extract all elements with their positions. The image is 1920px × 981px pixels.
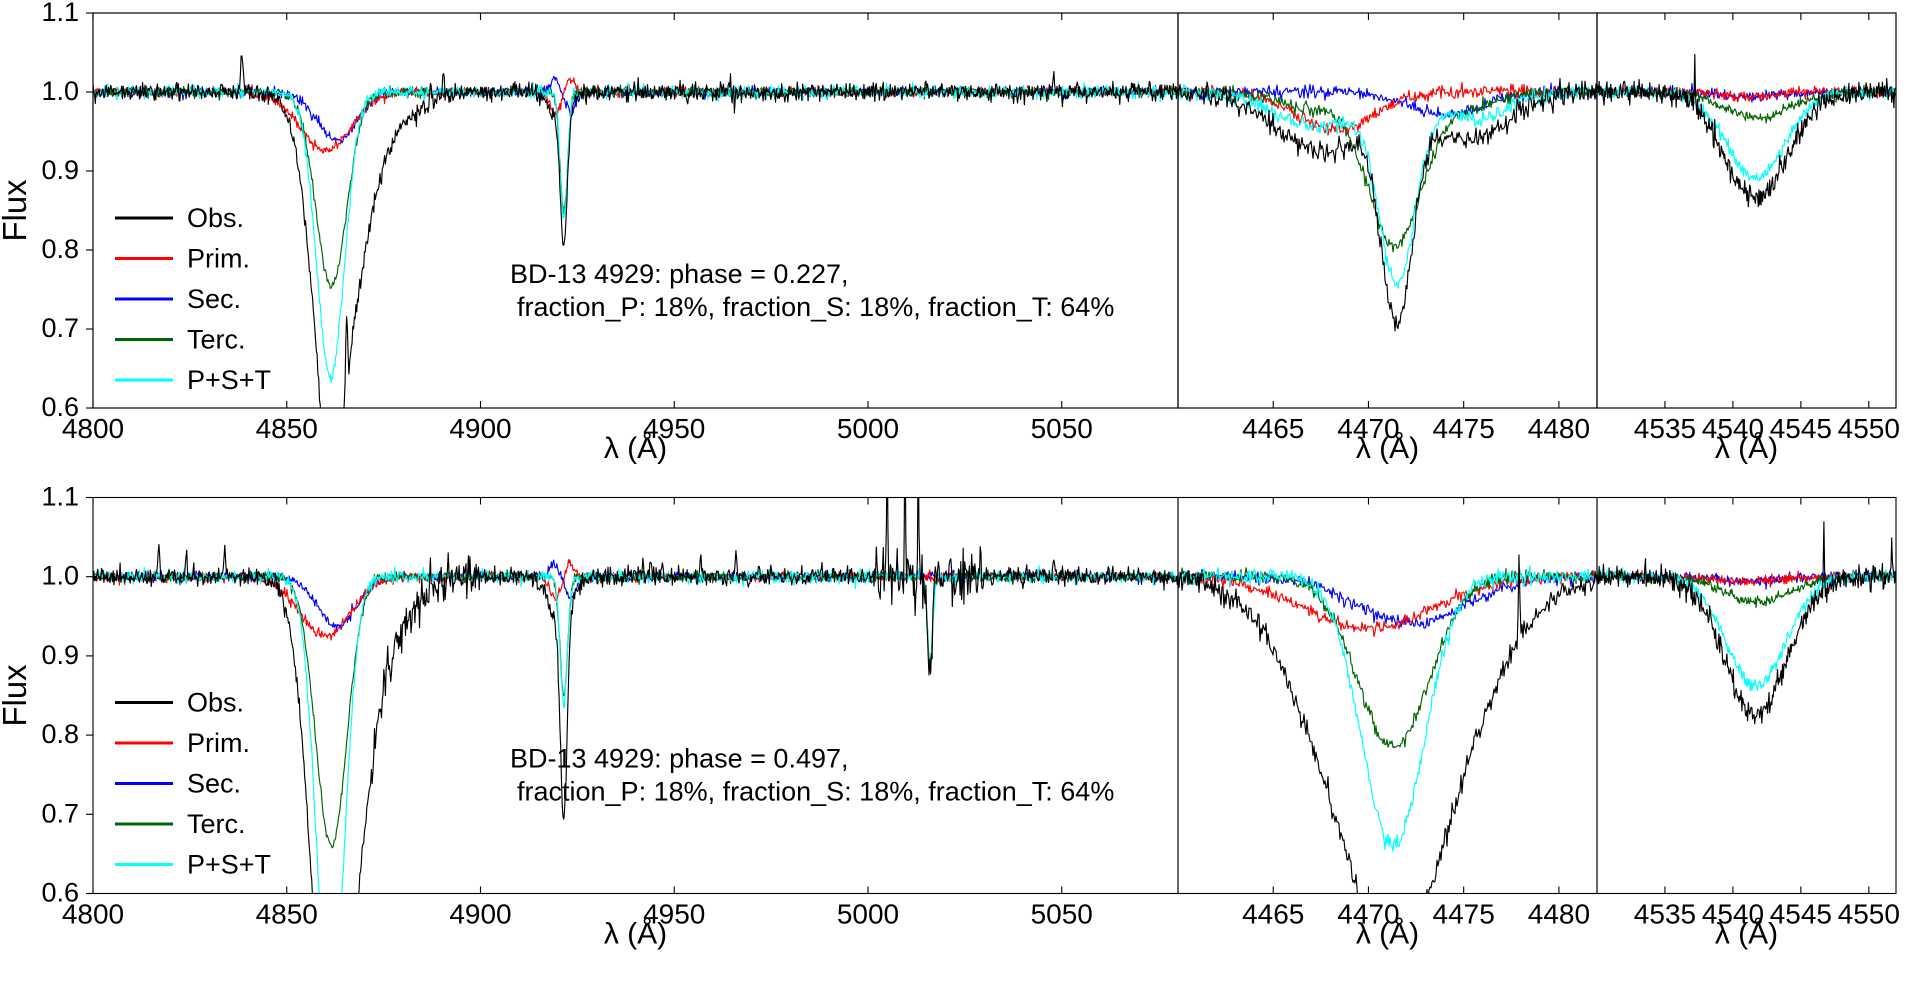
svg-text:fraction_P: 18%, fraction_S: 1: fraction_P: 18%, fraction_S: 18%, fracti… xyxy=(517,777,1114,807)
svg-text:4535: 4535 xyxy=(1634,899,1696,930)
svg-text:1.1: 1.1 xyxy=(41,0,79,27)
svg-text:4900: 4900 xyxy=(449,413,511,444)
svg-text:Obs.: Obs. xyxy=(187,203,244,233)
svg-text:λ (Å): λ (Å) xyxy=(1356,432,1419,465)
svg-text:1.1: 1.1 xyxy=(41,482,79,512)
svg-text:Terc.: Terc. xyxy=(187,325,246,355)
svg-text:4850: 4850 xyxy=(256,899,318,930)
svg-text:P+S+T: P+S+T xyxy=(187,850,271,880)
svg-text:4850: 4850 xyxy=(256,413,318,444)
svg-text:Flux: Flux xyxy=(0,664,33,727)
svg-text:0.8: 0.8 xyxy=(41,719,79,749)
svg-text:0.7: 0.7 xyxy=(41,798,79,828)
svg-text:λ (Å): λ (Å) xyxy=(1715,432,1778,465)
svg-text:4545: 4545 xyxy=(1770,899,1832,930)
svg-text:Sec.: Sec. xyxy=(187,769,241,799)
svg-text:4465: 4465 xyxy=(1242,413,1304,444)
svg-text:5000: 5000 xyxy=(837,899,899,930)
svg-text:Terc.: Terc. xyxy=(187,809,246,839)
svg-text:4800: 4800 xyxy=(62,899,124,930)
svg-text:4465: 4465 xyxy=(1242,899,1304,930)
svg-text:4480: 4480 xyxy=(1528,413,1590,444)
svg-text:BD-13 4929: phase = 0.497,: BD-13 4929: phase = 0.497, xyxy=(510,744,849,774)
svg-text:1.0: 1.0 xyxy=(41,561,79,591)
svg-text:BD-13 4929: phase = 0.227,: BD-13 4929: phase = 0.227, xyxy=(510,259,849,289)
svg-text:5000: 5000 xyxy=(837,413,899,444)
svg-text:λ (Å): λ (Å) xyxy=(1356,918,1419,951)
svg-text:Prim.: Prim. xyxy=(187,728,250,758)
svg-text:4800: 4800 xyxy=(62,413,124,444)
svg-text:Flux: Flux xyxy=(0,179,33,242)
svg-text:4545: 4545 xyxy=(1770,413,1832,444)
svg-text:Obs.: Obs. xyxy=(187,688,244,718)
svg-text:P+S+T: P+S+T xyxy=(187,365,271,395)
svg-text:4475: 4475 xyxy=(1433,413,1495,444)
svg-text:λ (Å): λ (Å) xyxy=(1715,918,1778,951)
svg-text:Sec.: Sec. xyxy=(187,284,241,314)
svg-text:5050: 5050 xyxy=(1031,899,1093,930)
svg-text:fraction_P: 18%, fraction_S: 1: fraction_P: 18%, fraction_S: 18%, fracti… xyxy=(517,292,1114,322)
svg-text:4900: 4900 xyxy=(449,899,511,930)
svg-text:0.8: 0.8 xyxy=(41,234,79,264)
svg-text:Prim.: Prim. xyxy=(187,244,250,274)
svg-text:λ (Å): λ (Å) xyxy=(604,432,667,465)
svg-text:0.7: 0.7 xyxy=(41,313,79,343)
svg-text:4550: 4550 xyxy=(1838,413,1900,444)
svg-text:0.9: 0.9 xyxy=(41,155,79,185)
svg-text:4535: 4535 xyxy=(1634,413,1696,444)
svg-text:1.0: 1.0 xyxy=(41,76,79,106)
svg-text:5050: 5050 xyxy=(1031,413,1093,444)
svg-text:0.9: 0.9 xyxy=(41,640,79,670)
svg-text:4550: 4550 xyxy=(1838,899,1900,930)
svg-text:λ (Å): λ (Å) xyxy=(604,918,667,951)
svg-text:4480: 4480 xyxy=(1528,899,1590,930)
svg-text:4475: 4475 xyxy=(1433,899,1495,930)
